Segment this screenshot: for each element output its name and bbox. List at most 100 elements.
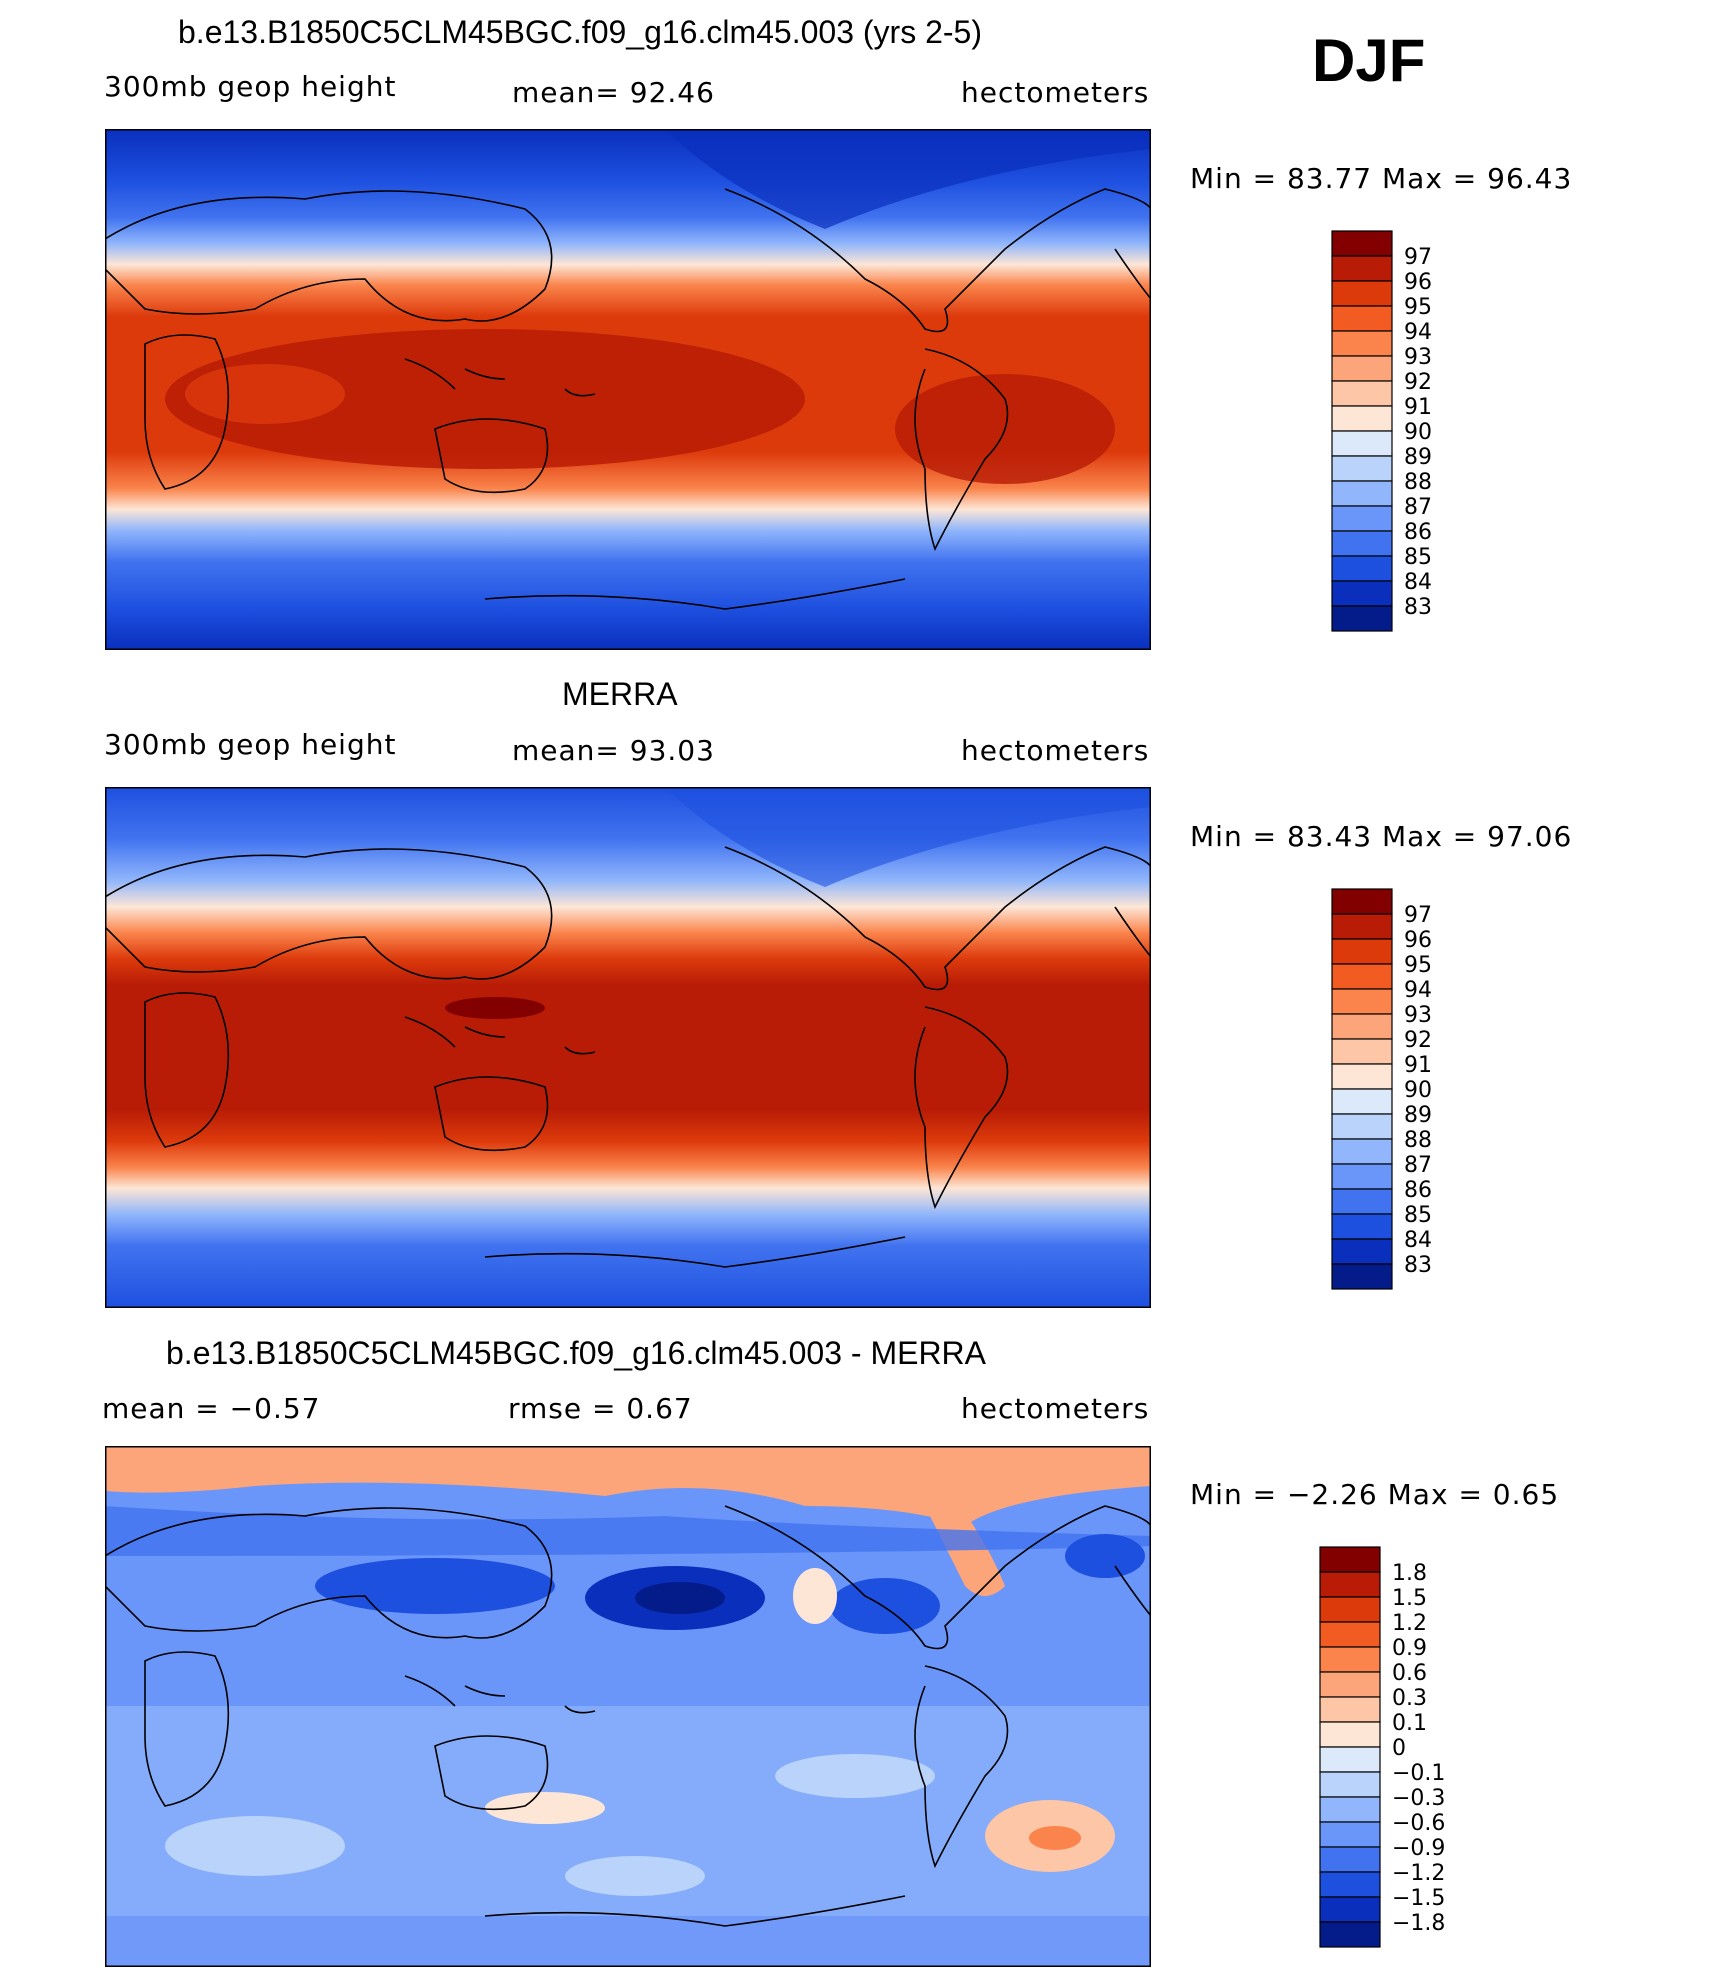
colorbar-swatch xyxy=(1331,380,1393,407)
colorbar-label: 0.3 xyxy=(1392,1686,1427,1711)
colorbar-swatch xyxy=(1331,1013,1393,1040)
colorbar-swatch xyxy=(1331,1163,1393,1190)
panel-3-colorbar: 1.81.51.20.90.60.30.10−0.1−0.3−0.6−0.9−1… xyxy=(1319,1546,1445,1948)
panel-3-title: b.e13.B1850C5CLM45BGC.f09_g16.clm45.003 … xyxy=(166,1335,986,1371)
colorbar-swatch xyxy=(1331,530,1393,557)
colorbar-label: 89 xyxy=(1404,445,1432,470)
colorbar-swatch xyxy=(1319,1696,1381,1723)
panel-1-minmax: Min = 83.77 Max = 96.43 xyxy=(1190,162,1573,195)
colorbar-swatch xyxy=(1319,1896,1381,1923)
colorbar-swatch xyxy=(1319,1596,1381,1623)
colorbar-swatch xyxy=(1331,938,1393,965)
colorbar-label: 85 xyxy=(1404,1203,1432,1228)
colorbar-swatch xyxy=(1331,405,1393,432)
colorbar-label: 0.9 xyxy=(1392,1636,1427,1661)
colorbar-label: 93 xyxy=(1404,345,1432,370)
colorbar-label: 90 xyxy=(1404,420,1432,445)
colorbar-swatch xyxy=(1331,1038,1393,1065)
colorbar-swatch xyxy=(1319,1621,1381,1648)
colorbar-swatch xyxy=(1331,555,1393,582)
panel-3-arctic-positive xyxy=(105,1446,1151,1526)
panel-3-map xyxy=(105,1446,1151,1967)
panel-3-coastlines xyxy=(105,1505,1151,1927)
colorbar-label: 95 xyxy=(1404,295,1432,320)
colorbar-swatch xyxy=(1319,1571,1381,1598)
panel-1-mean-label: mean= 92.46 xyxy=(512,76,715,109)
colorbar-swatch xyxy=(1319,1771,1381,1798)
panel-2-units-label: hectometers xyxy=(961,734,1150,767)
colorbar-label: 1.8 xyxy=(1392,1561,1427,1586)
panel-1-coastlines xyxy=(105,188,1151,610)
colorbar-swatch xyxy=(1319,1721,1381,1748)
colorbar-swatch xyxy=(1331,280,1393,307)
colorbar-swatch xyxy=(1331,455,1393,482)
colorbar-label: 1.5 xyxy=(1392,1586,1427,1611)
colorbar-label: 97 xyxy=(1404,903,1432,928)
colorbar-swatch xyxy=(1331,1138,1393,1165)
panel-2-title: MERRA xyxy=(562,676,678,712)
colorbar-label: 0 xyxy=(1392,1736,1406,1761)
panel-1-variable-label: 300mb geop height xyxy=(104,70,397,103)
colorbar-label: −1.8 xyxy=(1392,1911,1445,1936)
panel-3-minmax: Min = −2.26 Max = 0.65 xyxy=(1190,1478,1560,1511)
colorbar-swatch xyxy=(1331,1238,1393,1265)
colorbar-label: 86 xyxy=(1404,520,1432,545)
colorbar-label: 96 xyxy=(1404,928,1432,953)
panel-1-max-region xyxy=(165,329,805,469)
colorbar-label: 84 xyxy=(1404,570,1432,595)
colorbar-swatch xyxy=(1331,1063,1393,1090)
colorbar-swatch xyxy=(1331,230,1393,257)
colorbar-swatch xyxy=(1319,1546,1381,1573)
colorbar-label: 84 xyxy=(1404,1228,1432,1253)
panel-3-mean-label: mean = −0.57 xyxy=(102,1392,321,1425)
colorbar-label: 83 xyxy=(1404,1253,1432,1278)
panel-2-variable-label: 300mb geop height xyxy=(104,728,397,761)
panel-1-title: b.e13.B1850C5CLM45BGC.f09_g16.clm45.003 … xyxy=(178,14,982,50)
colorbar-label: 87 xyxy=(1404,495,1432,520)
colorbar-label: −0.1 xyxy=(1392,1761,1445,1786)
colorbar-label: 86 xyxy=(1404,1178,1432,1203)
colorbar-swatch xyxy=(1331,305,1393,332)
colorbar-swatch xyxy=(1331,988,1393,1015)
colorbar-swatch xyxy=(1331,355,1393,382)
panel-2-max-region xyxy=(445,997,545,1019)
colorbar-swatch xyxy=(1331,1113,1393,1140)
colorbar-label: 94 xyxy=(1404,320,1432,345)
colorbar-label: 1.2 xyxy=(1392,1611,1427,1636)
colorbar-label: 92 xyxy=(1404,370,1432,395)
colorbar-label: 94 xyxy=(1404,978,1432,1003)
panel-2-minmax: Min = 83.43 Max = 97.06 xyxy=(1190,820,1573,853)
panel-3-rmse-label: rmse = 0.67 xyxy=(508,1392,693,1425)
colorbar-swatch xyxy=(1319,1646,1381,1673)
colorbar-swatch xyxy=(1331,1188,1393,1215)
colorbar-swatch xyxy=(1331,255,1393,282)
colorbar-label: −1.2 xyxy=(1392,1861,1445,1886)
panel-2-field xyxy=(105,787,1151,1308)
colorbar-swatch xyxy=(1331,580,1393,607)
colorbar-swatch xyxy=(1331,888,1393,915)
colorbar-label: 90 xyxy=(1404,1078,1432,1103)
colorbar-label: 0.1 xyxy=(1392,1711,1427,1736)
colorbar-label: 91 xyxy=(1404,395,1432,420)
colorbar-swatch xyxy=(1319,1821,1381,1848)
colorbar-label: 93 xyxy=(1404,1003,1432,1028)
colorbar-swatch xyxy=(1331,1263,1393,1290)
panel-2-mean-label: mean= 93.03 xyxy=(512,734,715,767)
colorbar-label: 83 xyxy=(1404,595,1432,620)
colorbar-label: 88 xyxy=(1404,1128,1432,1153)
colorbar-swatch xyxy=(1319,1846,1381,1873)
colorbar-label: 87 xyxy=(1404,1153,1432,1178)
colorbar-swatch xyxy=(1331,605,1393,632)
colorbar-swatch xyxy=(1319,1871,1381,1898)
colorbar-swatch xyxy=(1331,963,1393,990)
colorbar-label: −0.6 xyxy=(1392,1811,1445,1836)
colorbar-swatch xyxy=(1331,330,1393,357)
season-label: DJF xyxy=(1312,27,1426,94)
colorbar-label: 85 xyxy=(1404,545,1432,570)
colorbar-label: 89 xyxy=(1404,1103,1432,1128)
colorbar-label: 88 xyxy=(1404,470,1432,495)
colorbar-label: 95 xyxy=(1404,953,1432,978)
colorbar-swatch xyxy=(1331,430,1393,457)
panel-3-units-label: hectometers xyxy=(961,1392,1150,1425)
